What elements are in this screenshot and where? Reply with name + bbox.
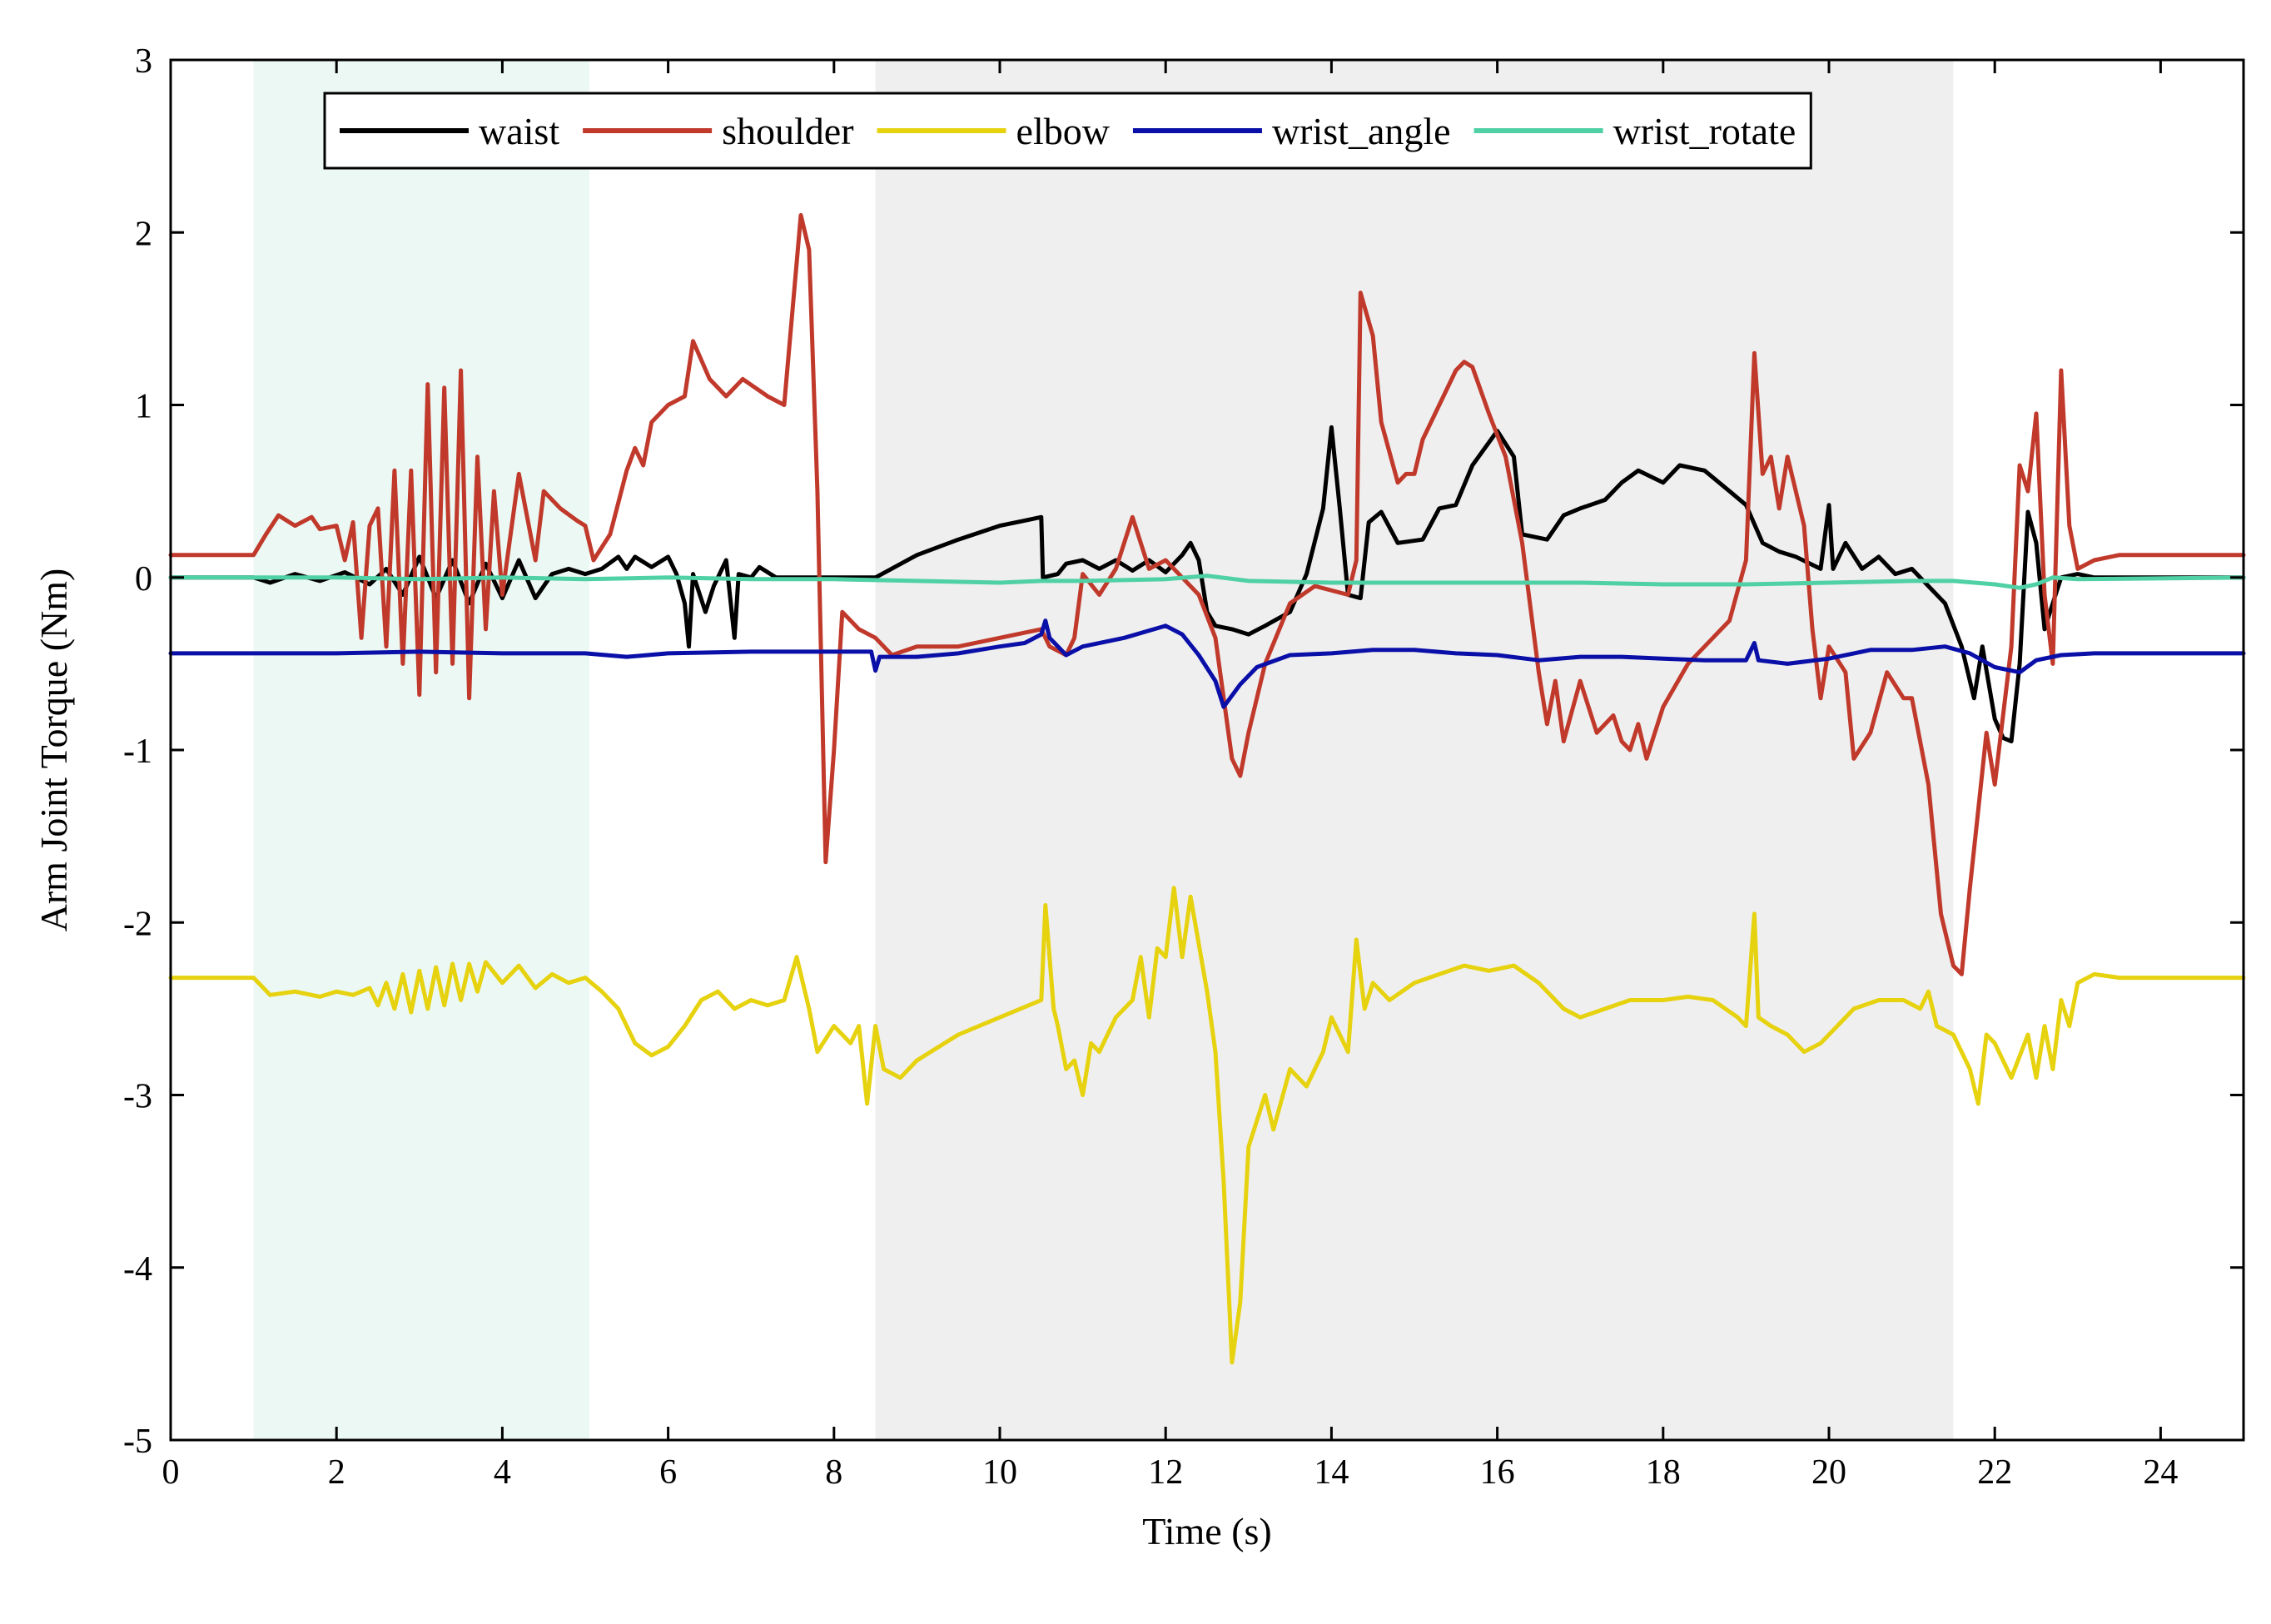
shaded-region-2 [875,60,1954,1440]
y-tick-label: 0 [135,560,152,598]
x-tick-label: 4 [494,1453,511,1492]
series-line-waist [168,425,2246,744]
legend-item-wrist-angle: wrist_angle [1132,110,1451,152]
series-line-wrist-rotate [168,574,2246,590]
x-tick-label: 12 [1148,1453,1183,1492]
x-tick-label: 16 [1480,1453,1515,1492]
y-tick-label: 1 [135,388,152,426]
y-axis-title: Arm Joint Torque (Nm) [32,569,75,932]
y-tick-label: -3 [123,1078,152,1116]
x-tick-label: 20 [1811,1453,1846,1492]
x-tick-label: 14 [1314,1453,1349,1492]
y-tick-label: 3 [135,42,152,81]
legend-item-wrist-rotate: wrist_rotate [1473,110,1796,152]
x-tick-label: 6 [659,1453,677,1492]
y-tick-label: -4 [123,1250,152,1289]
x-axis-title: Time (s) [1142,1510,1272,1552]
y-tick-label: -1 [123,733,152,771]
legend-label: elbow [1016,110,1111,152]
shaded-region-1 [253,60,589,1440]
series-line-wrist-angle [168,618,2246,709]
series-line-shoulder [168,213,2246,976]
x-tick-label: 8 [825,1453,842,1492]
series-line-elbow [168,886,2246,1365]
y-tick-label: -2 [123,905,152,943]
legend-label: shoulder [722,110,853,152]
legend-item-shoulder: shoulder [583,110,854,152]
shaded-regions [253,60,1954,1440]
legend-item-waist: waist [340,110,559,152]
legend: waist shoulder elbow wrist_angle wrist_rotat… [323,92,1812,170]
legend-label: waist [479,110,559,152]
series-lines [168,213,2246,1365]
legend-label: wrist_angle [1272,110,1451,152]
x-tick-label: 10 [982,1453,1017,1492]
y-tick-label: -5 [123,1423,152,1461]
legend-item-elbow: elbow [877,110,1111,152]
x-tick-label: 22 [1977,1453,2012,1492]
x-tick-label: 18 [1646,1453,1681,1492]
y-tick-label: 2 [135,215,152,253]
legend-label: wrist_rotate [1613,110,1796,152]
x-tick-label: 0 [162,1453,180,1492]
x-tick-label: 2 [328,1453,345,1492]
x-tick-label: 24 [2143,1453,2178,1492]
